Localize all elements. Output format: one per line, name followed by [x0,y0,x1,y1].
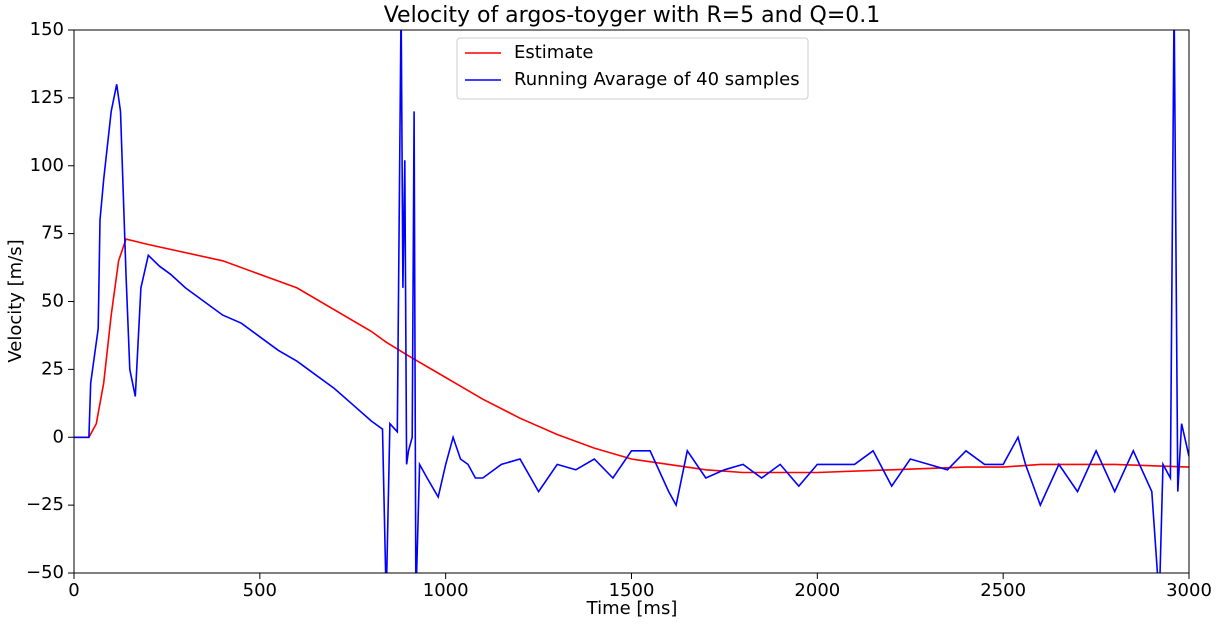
x-tick-label: 2000 [794,580,840,601]
y-axis-label: Velocity [m/s] [5,239,26,362]
y-tick-label: 50 [41,291,64,312]
x-axis-label: Time [ms] [586,598,678,619]
y-tick-label: 100 [30,155,64,176]
legend-label: Running Avarage of 40 samples [514,69,800,90]
y-tick-label: −25 [26,494,64,515]
x-tick-label: 1500 [609,580,655,601]
plot-frame [73,29,1190,574]
y-tick-label: 150 [30,19,64,40]
y-tick-label: 25 [41,358,64,379]
x-tick-label: 3000 [1166,580,1212,601]
data-line [74,238,1189,474]
legend-box [456,37,809,100]
y-tick-label: 125 [30,87,64,108]
legend-label: Estimate [514,42,594,63]
chart-title: Velocity of argos-toyger with R=5 and Q=… [384,3,881,28]
x-tick-label: 0 [68,580,79,601]
y-tick-label: −50 [26,562,64,583]
x-tick-label: 500 [243,580,277,601]
y-tick-label: 0 [53,426,64,447]
x-tick-label: 1000 [423,580,469,601]
x-tick-label: 2500 [980,580,1026,601]
data-line [74,30,1189,573]
plot-area [74,30,1189,573]
y-tick-label: 75 [41,223,64,244]
